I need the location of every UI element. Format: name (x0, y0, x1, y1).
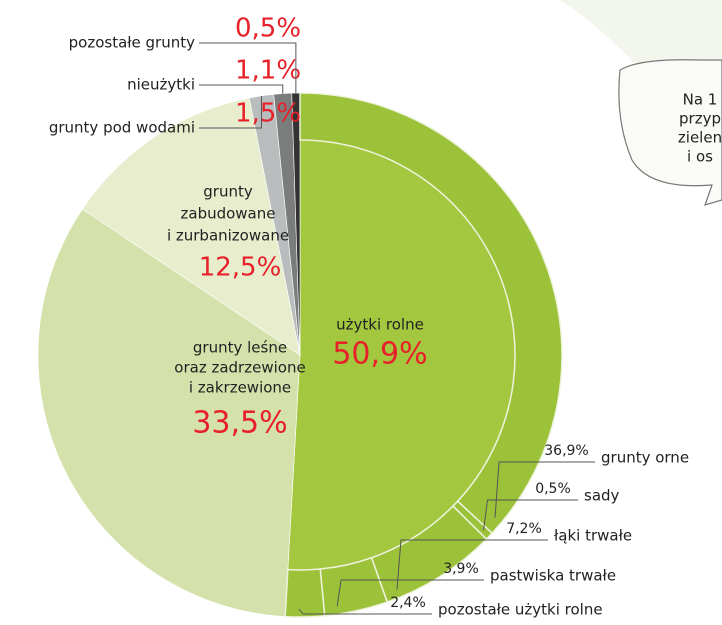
callout-text: i os (687, 148, 713, 166)
value-label: 1,5% (235, 99, 301, 129)
value-label: 0,5% (235, 14, 301, 44)
sub-label: pozostałe użytki rolne (438, 601, 603, 619)
ring-segment (284, 568, 326, 618)
value-label: 50,9% (332, 337, 427, 372)
sub-label: sady (584, 487, 620, 505)
slice-label: grunty (203, 183, 253, 201)
sub-label: grunty orne (601, 449, 689, 467)
value-label: 33,5% (192, 406, 287, 441)
slice-label: i zurbanizowane (167, 227, 289, 245)
sub-value-label: 0,5% (535, 481, 571, 497)
leader-line (336, 579, 484, 607)
slice-label: grunty leśne (193, 339, 287, 357)
ring-segment (299, 92, 563, 535)
slice-label: zabudowane (181, 205, 276, 223)
leader-line (298, 608, 432, 615)
sub-value-label: 3,9% (443, 561, 479, 577)
leader-line (396, 539, 548, 590)
sub-label: pastwiska trwałe (490, 567, 616, 585)
slice-label: nieużytki (127, 76, 195, 94)
slice-label: oraz zadrzewione (174, 359, 305, 377)
pie-slice (37, 208, 301, 617)
sub-value-label: 36,9% (544, 443, 588, 459)
sub-label: łąki trwałe (554, 527, 632, 545)
slice-label: pozostałe grunty (69, 34, 195, 52)
pie-slice (81, 97, 301, 356)
leader-line (199, 84, 284, 94)
value-label: 12,5% (199, 253, 282, 283)
sub-value-label: 2,4% (390, 595, 426, 611)
callout-text: przyp (679, 110, 721, 128)
leader-line (199, 95, 262, 129)
slice-label: użytki rolne (336, 316, 424, 334)
leader-line (483, 499, 578, 531)
leader-line (199, 42, 297, 94)
leaf-background (560, 0, 722, 180)
callout-text: zielen (678, 129, 722, 147)
leader-line (494, 461, 595, 518)
callout-bubble (618, 59, 722, 206)
sub-value-label: 7,2% (506, 521, 542, 537)
value-label: 1,1% (235, 56, 301, 86)
slice-label: grunty pod wodami (49, 119, 195, 137)
callout-text: Na 1 (683, 91, 718, 109)
slice-label: i zakrzewione (189, 379, 291, 397)
